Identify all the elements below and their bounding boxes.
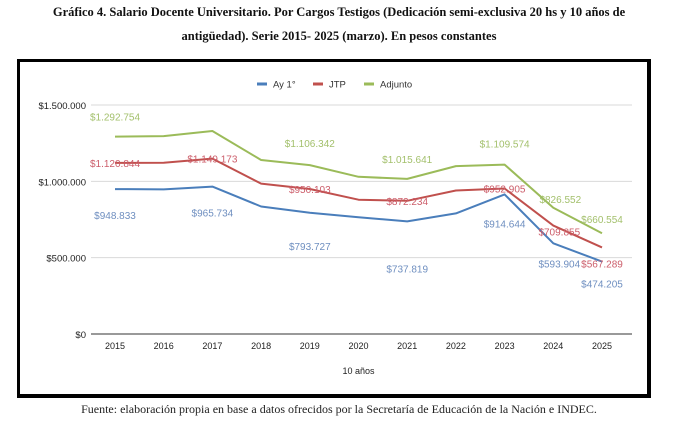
legend-label: JTP: [329, 80, 346, 91]
chart-title-line-1: Gráfico 4. Salario Docente Universitario…: [52, 5, 626, 19]
x-tick-label: 2024: [543, 341, 563, 351]
x-tick-label: 2022: [446, 341, 466, 351]
source-note: Fuente: elaboración propia en base a dat…: [81, 402, 597, 416]
data-label: $793.727: [289, 242, 331, 253]
x-tick-label: 2018: [251, 341, 271, 351]
series-line-ay-1-: [114, 185, 603, 263]
data-label: $1.149.173: [187, 155, 237, 166]
data-label: $950.103: [289, 185, 331, 196]
legend-label: Adjunto: [380, 80, 412, 91]
data-label: $952.905: [484, 185, 526, 196]
x-tick-label: 2015: [105, 341, 125, 351]
x-tick-label: 2021: [397, 341, 417, 351]
data-label: $1.292.754: [90, 113, 140, 124]
data-label: $1.109.574: [480, 140, 530, 151]
x-tick-label: 2023: [495, 341, 515, 351]
chart-title-line-2: antigüedad). Serie 2015- 2025 (marzo). E…: [181, 29, 497, 43]
data-label: $1.120.844: [90, 159, 140, 170]
data-label: $914.644: [484, 219, 526, 230]
y-tick-label: $0: [75, 330, 86, 341]
chart-frame: [17, 59, 651, 398]
legend-label: Ay 1°: [273, 80, 296, 91]
y-tick-label: $500.000: [46, 254, 86, 265]
data-label: $474.205: [581, 280, 623, 291]
data-label: $737.819: [386, 264, 428, 275]
x-tick-label: 2019: [300, 341, 320, 351]
data-label: $1.106.342: [285, 139, 335, 150]
data-label: $826.552: [539, 195, 581, 206]
data-label: $965.734: [192, 209, 234, 220]
series-line-adjunto: [114, 130, 603, 235]
y-tick-label: $1.500.000: [38, 101, 86, 112]
data-label: $948.833: [94, 211, 136, 222]
data-label: $872.234: [386, 197, 428, 208]
x-tick-label: 2017: [202, 341, 222, 351]
series-line-jtp: [114, 157, 603, 249]
data-label: $709.855: [538, 228, 580, 239]
data-label: $660.554: [581, 215, 623, 226]
y-tick-label: $1.000.000: [38, 177, 86, 188]
x-tick-label: 2020: [348, 341, 368, 351]
x-tick-label: 2016: [154, 341, 174, 351]
data-label: $567.289: [581, 259, 623, 270]
data-label: $1.015.641: [382, 155, 432, 166]
x-tick-label: 2025: [592, 341, 612, 351]
data-label: $593.904: [538, 259, 580, 270]
x-axis-title: 10 años: [342, 366, 375, 376]
